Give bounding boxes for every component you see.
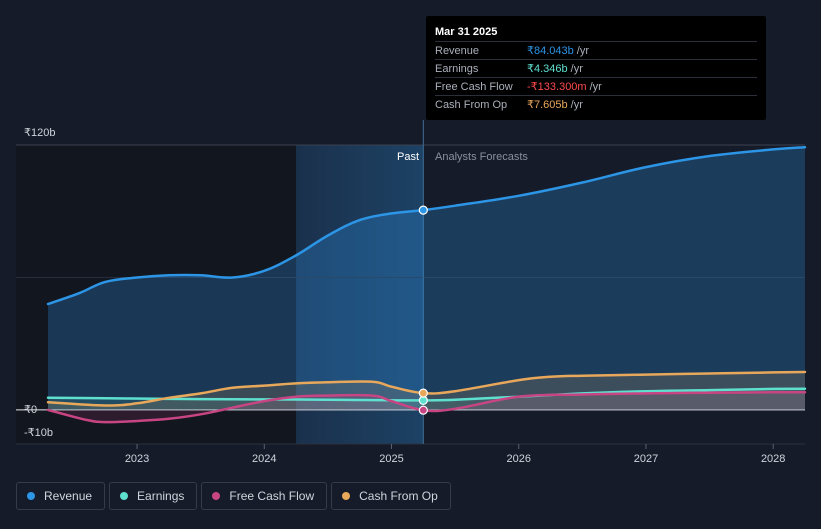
x-tick-label: 2026 <box>506 453 530 465</box>
legend-label: Revenue <box>44 489 93 503</box>
legend-item-earnings[interactable]: Earnings <box>109 482 198 510</box>
tooltip-unit: /yr <box>570 98 583 111</box>
tooltip: Mar 31 2025 Revenue ₹84.043b /yr Earning… <box>426 16 766 120</box>
area-free-cash-flow <box>48 392 805 423</box>
y-label-top: ₹120b <box>24 127 55 139</box>
tooltip-unit: /yr <box>576 44 589 57</box>
line-cash-from-op <box>46 370 807 407</box>
tooltip-row-revenue: Revenue ₹84.043b /yr <box>435 41 757 59</box>
x-tick-label: 2024 <box>252 453 276 465</box>
x-tick-label: 2028 <box>761 453 785 465</box>
legend: Revenue Earnings Free Cash Flow Cash Fro… <box>16 482 451 512</box>
tooltip-value: ₹4.346b <box>527 63 568 75</box>
marker-cash-from-op <box>418 388 428 398</box>
tooltip-unit: /yr <box>589 80 602 93</box>
x-tick-label: 2025 <box>379 453 403 465</box>
tooltip-label: Revenue <box>435 44 480 57</box>
tooltip-value: ₹7.605b <box>527 99 568 111</box>
x-tick-label: 2023 <box>125 453 149 465</box>
marker-revenue <box>418 205 428 215</box>
tooltip-label: Free Cash Flow <box>435 80 513 93</box>
tooltip-label: Earnings <box>435 62 479 75</box>
legend-label: Earnings <box>137 489 185 503</box>
legend-dot-icon <box>120 492 129 500</box>
past-label: Past <box>397 151 419 163</box>
line-free-cash-flow <box>46 391 807 424</box>
tooltip-row-cash-from-op: Cash From Op ₹7.605b /yr <box>435 95 757 113</box>
tooltip-row-free-cash-flow: Free Cash Flow -₹133.300m /yr <box>435 77 757 95</box>
area-revenue <box>48 147 805 410</box>
forecast-label: Analysts Forecasts <box>435 151 528 163</box>
past-history-band <box>16 145 297 444</box>
tooltip-value: -₹133.300m <box>527 81 587 93</box>
legend-item-cash-from-op[interactable]: Cash From Op <box>331 482 451 510</box>
x-tick-label: 2027 <box>634 453 658 465</box>
tooltip-unit: /yr <box>570 62 583 75</box>
legend-dot-icon <box>27 492 35 500</box>
y-label-zero: ₹0 <box>24 404 37 416</box>
tooltip-label: Cash From Op <box>435 98 508 111</box>
legend-item-revenue[interactable]: Revenue <box>16 482 106 510</box>
line-earnings <box>46 387 807 402</box>
marker-free-cash-flow <box>418 405 428 415</box>
legend-item-free-cash-flow[interactable]: Free Cash Flow <box>201 482 328 510</box>
line-revenue <box>46 145 807 306</box>
tooltip-date: Mar 31 2025 <box>435 26 498 38</box>
legend-label: Cash From Op <box>359 489 438 503</box>
legend-label: Free Cash Flow <box>229 489 315 503</box>
legend-dot-icon <box>342 492 351 500</box>
tooltip-row-earnings: Earnings ₹4.346b /yr <box>435 59 757 77</box>
legend-dot-icon <box>212 492 221 500</box>
y-label-bottom: -₹10b <box>24 427 53 439</box>
tooltip-value: ₹84.043b <box>527 45 574 57</box>
